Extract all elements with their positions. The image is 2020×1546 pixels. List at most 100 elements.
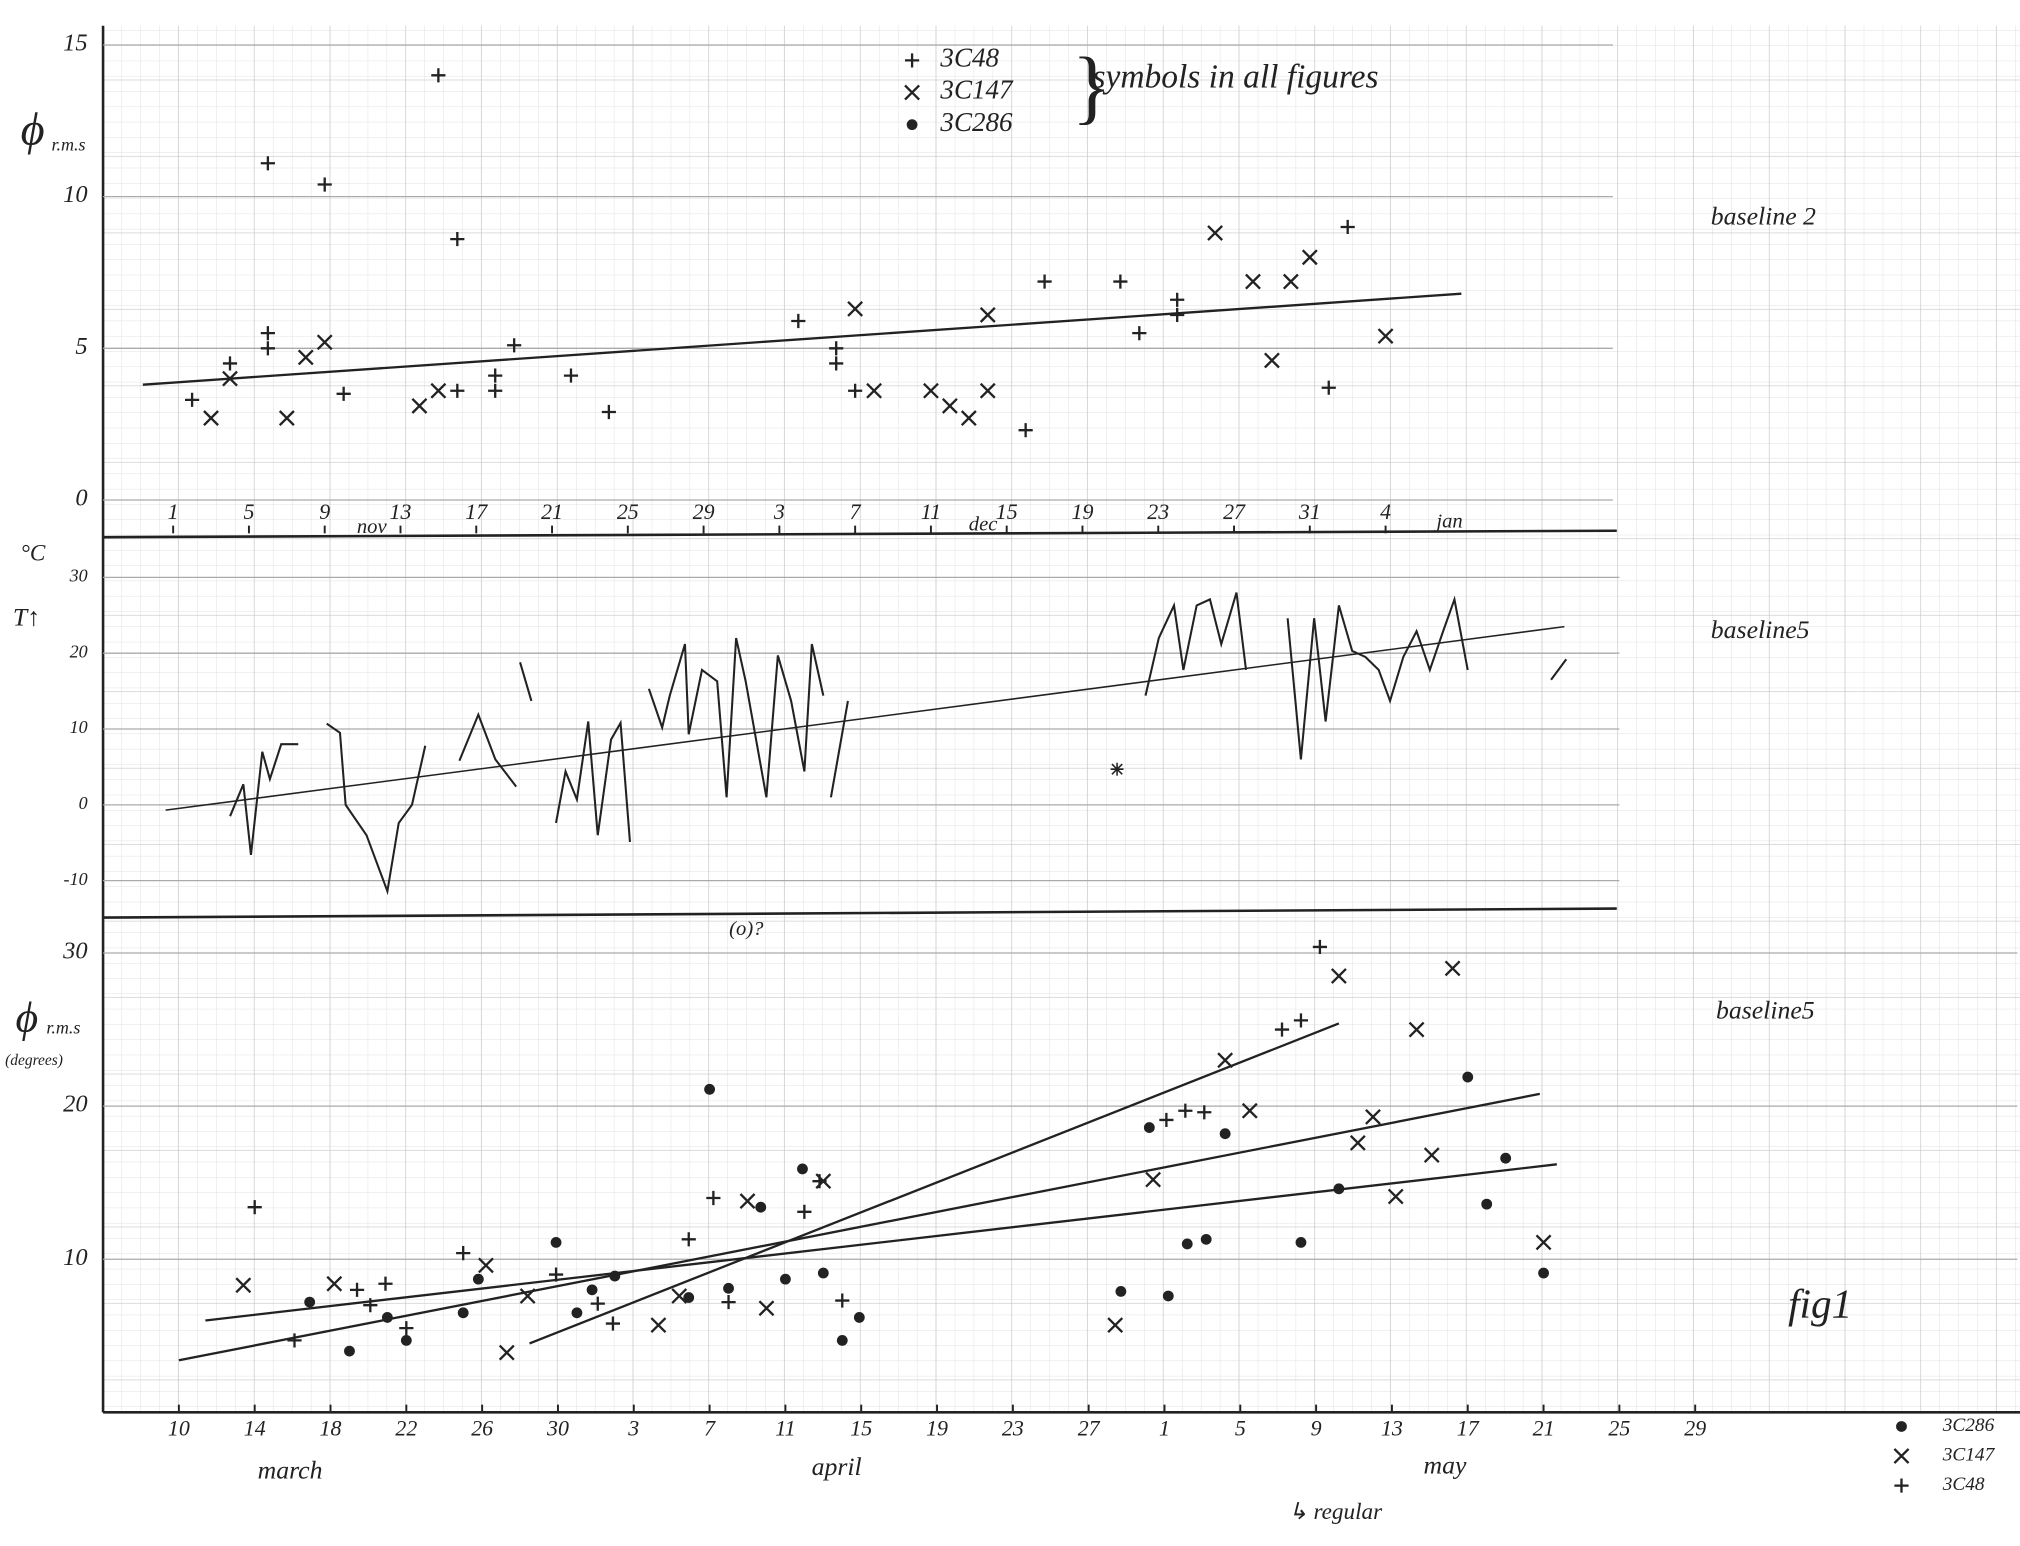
point xyxy=(278,410,295,426)
point xyxy=(450,232,465,247)
point xyxy=(829,341,844,356)
x-tick-label: 18 xyxy=(320,1416,342,1440)
point xyxy=(1200,1233,1212,1245)
graph-paper xyxy=(103,25,2020,1413)
point xyxy=(1340,219,1355,235)
point xyxy=(779,1273,791,1285)
point xyxy=(979,382,996,399)
point xyxy=(548,1267,564,1282)
point xyxy=(488,368,503,383)
point xyxy=(1245,273,1261,290)
month-label: dec xyxy=(969,513,998,535)
point xyxy=(758,1300,775,1317)
point xyxy=(571,1307,583,1319)
point xyxy=(399,1321,414,1336)
brace: } xyxy=(1072,41,1112,132)
legend-label: 3C147 xyxy=(939,75,1014,105)
point xyxy=(1274,1022,1290,1037)
x-tick-label: 27 xyxy=(1223,500,1246,524)
point xyxy=(1462,1071,1474,1083)
point xyxy=(706,1190,721,1206)
point xyxy=(363,1298,378,1313)
y-axis-label: ϕ xyxy=(15,994,38,1042)
point xyxy=(1110,762,1124,776)
point xyxy=(605,1316,621,1331)
y-tick-label: 5 xyxy=(75,333,87,360)
x-tick-label: 27 xyxy=(1078,1416,1101,1440)
y-axis-label: (degrees) xyxy=(5,1052,63,1069)
point xyxy=(1535,1234,1552,1251)
point xyxy=(1037,274,1052,289)
point xyxy=(1159,1112,1174,1127)
point xyxy=(941,398,958,414)
trend-line xyxy=(529,1022,1340,1345)
point xyxy=(1293,1013,1309,1028)
point xyxy=(1178,1103,1193,1118)
point xyxy=(1312,939,1328,954)
point xyxy=(349,1282,365,1297)
point xyxy=(1197,1105,1212,1120)
x-tick-label: 9 xyxy=(319,500,330,524)
point xyxy=(1295,1237,1307,1248)
point xyxy=(817,1267,829,1279)
point xyxy=(1170,307,1185,323)
point xyxy=(247,1200,262,1215)
month-label: jan xyxy=(1433,511,1462,533)
point xyxy=(923,382,939,399)
point xyxy=(344,1345,355,1357)
x-tick-label: 21 xyxy=(1533,1416,1555,1440)
x-tick-label: 19 xyxy=(926,1416,948,1440)
y-axis-label: ϕ xyxy=(21,104,45,155)
point xyxy=(1444,960,1461,977)
point xyxy=(1217,1052,1234,1069)
legend-symbol xyxy=(1894,1478,1909,1493)
point xyxy=(683,1292,695,1303)
month-label: nov xyxy=(357,516,388,538)
point xyxy=(866,382,882,399)
point xyxy=(1207,225,1223,241)
legend-symbol xyxy=(905,53,920,68)
x-tick-label: 29 xyxy=(693,500,715,524)
temperature-line xyxy=(229,592,1568,896)
y-tick-label: 20 xyxy=(63,1091,87,1118)
point xyxy=(381,1312,393,1323)
panel-label: baseline5 xyxy=(1711,615,1810,644)
point xyxy=(519,1288,536,1304)
point xyxy=(1162,1290,1174,1302)
point xyxy=(739,1193,756,1209)
point xyxy=(378,1276,393,1291)
point xyxy=(1115,1285,1127,1297)
point xyxy=(1481,1198,1493,1210)
point xyxy=(260,326,275,341)
x-tick-label: 3 xyxy=(773,500,785,524)
point xyxy=(836,1334,848,1346)
point xyxy=(287,1333,302,1348)
point xyxy=(1282,273,1299,290)
point xyxy=(721,1295,736,1310)
point xyxy=(304,1296,316,1308)
x-tick-label: 9 xyxy=(1311,1416,1322,1440)
point xyxy=(586,1284,598,1296)
x-tick-label: 23 xyxy=(1147,500,1169,524)
x-tick-label: 25 xyxy=(1608,1416,1630,1440)
point xyxy=(1018,423,1033,438)
point xyxy=(601,404,616,420)
point xyxy=(835,1293,850,1308)
x-tick-label: 17 xyxy=(465,500,488,524)
point xyxy=(1264,352,1280,369)
point xyxy=(478,1257,494,1274)
x-tick-label: 31 xyxy=(1298,500,1321,524)
point xyxy=(609,1270,621,1282)
point xyxy=(848,383,863,398)
point xyxy=(450,383,465,398)
point xyxy=(498,1344,515,1361)
x-tick-label: 13 xyxy=(1381,1416,1403,1440)
point xyxy=(297,349,314,366)
y-tick-label: -10 xyxy=(64,869,88,889)
point xyxy=(472,1273,484,1285)
point xyxy=(1333,1183,1345,1195)
month-label: may xyxy=(1424,1451,1467,1480)
point xyxy=(1377,328,1394,345)
point xyxy=(960,410,977,426)
point xyxy=(797,1163,808,1175)
